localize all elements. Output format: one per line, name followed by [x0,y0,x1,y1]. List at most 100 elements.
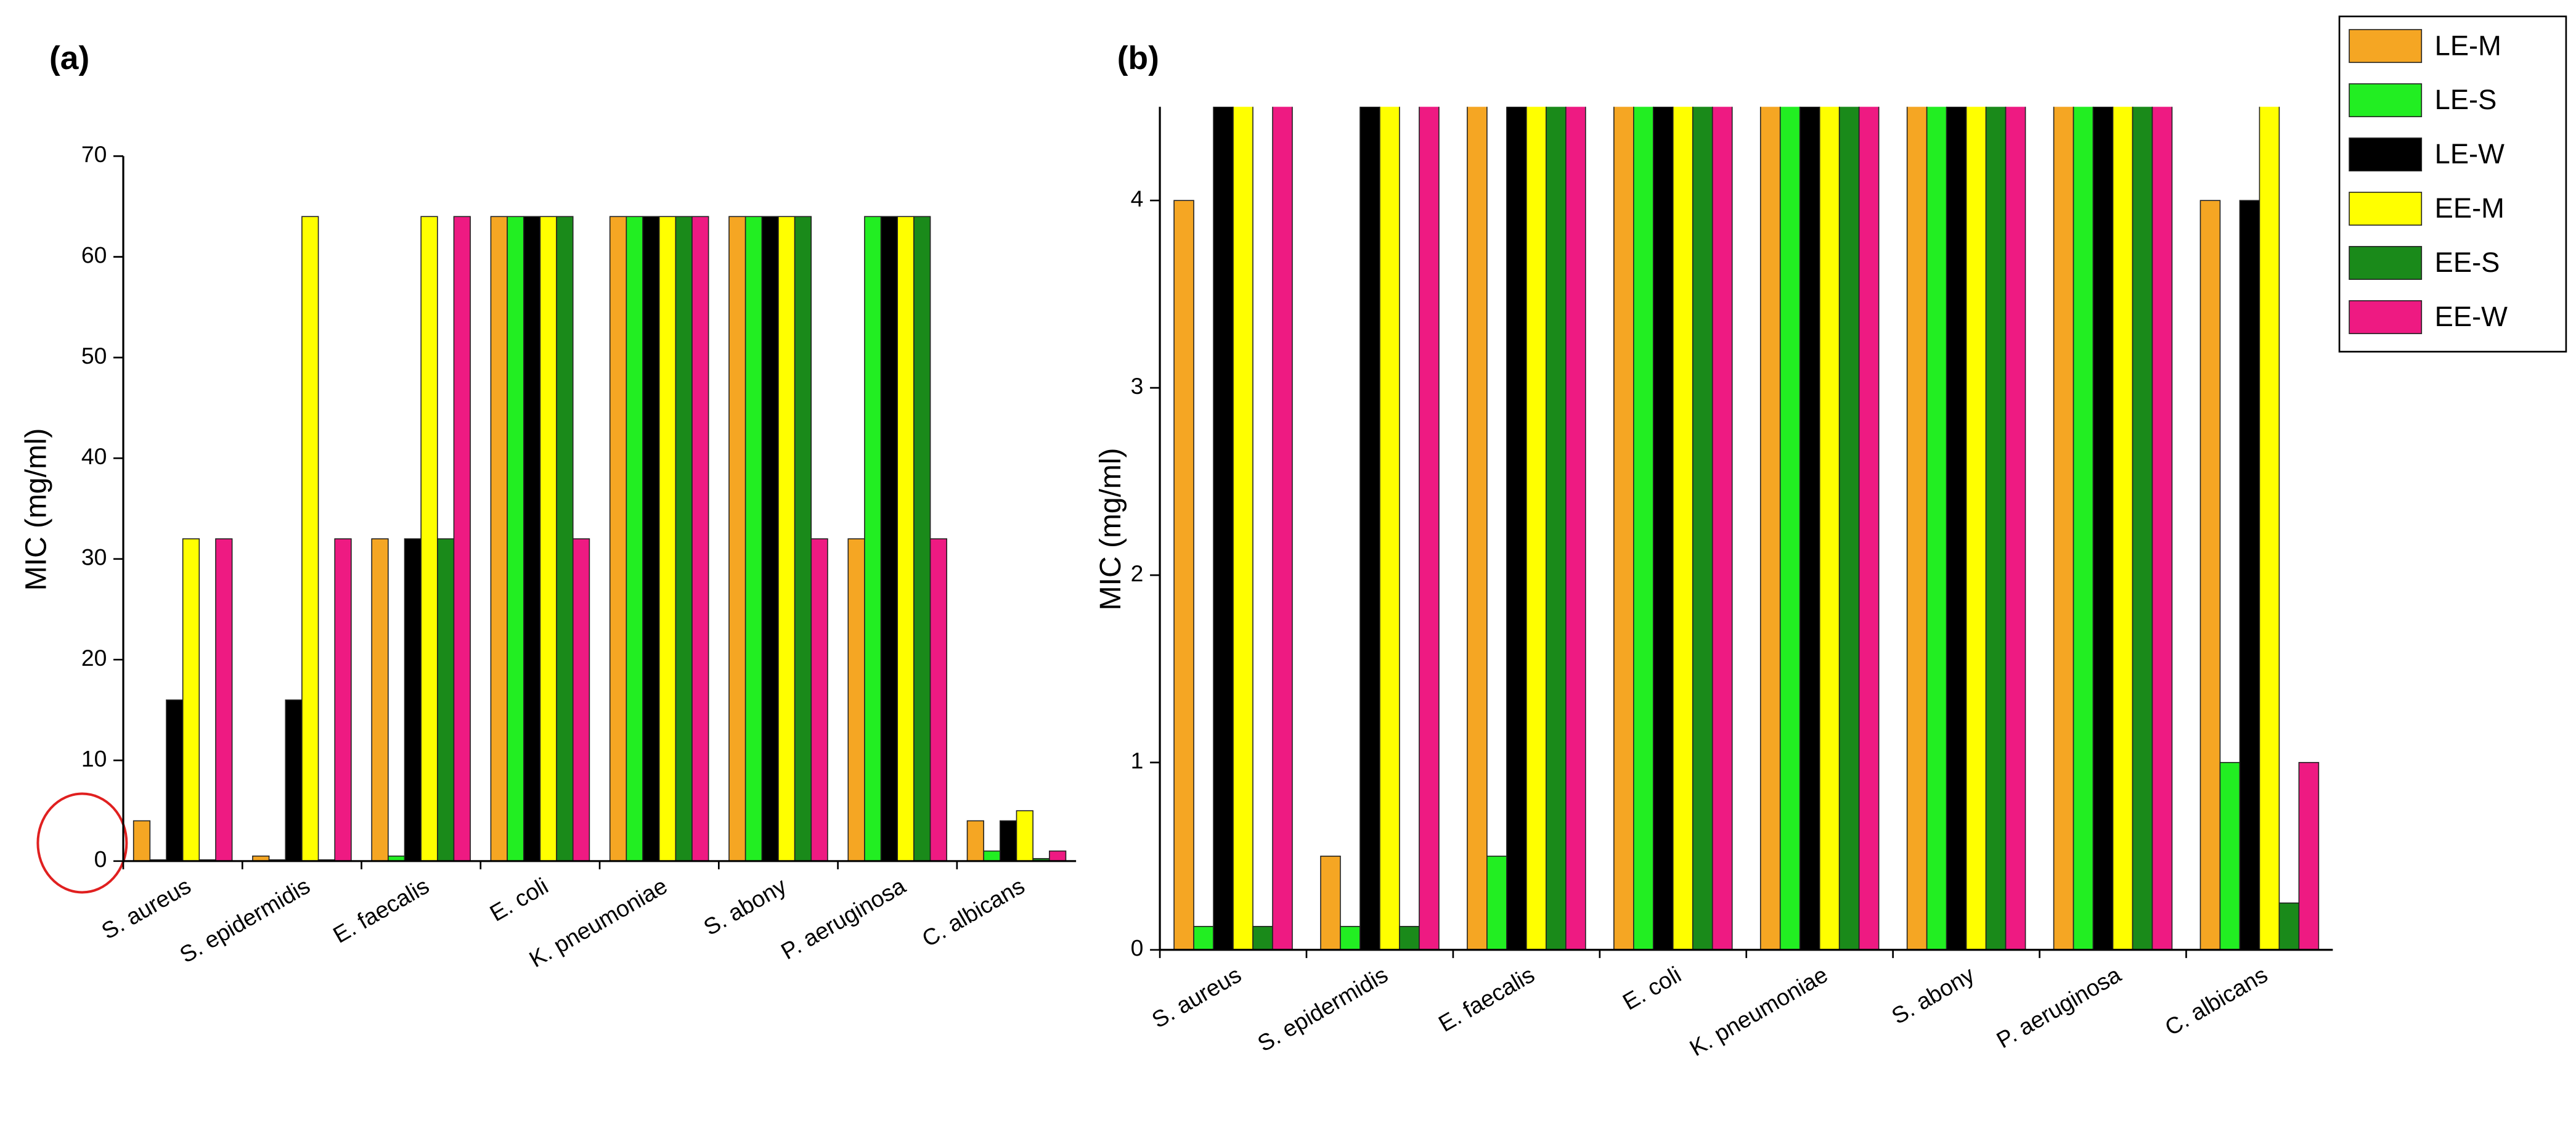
bar [1613,107,1634,951]
bar [1906,107,1928,951]
bar [285,699,303,862]
bar [847,538,865,862]
legend-swatch [2349,83,2423,118]
bar [1838,107,1860,951]
bar [1016,810,1033,862]
bar [1965,107,1987,951]
y-tick-label: 3 [1131,373,1144,399]
bar [1399,925,1420,951]
legend-box [2338,15,2567,353]
bar [897,216,915,862]
bar [2151,107,2173,951]
bar [658,216,677,862]
x-tick-label: K. pneumoniae [1685,961,1832,1061]
bar [166,699,184,862]
bar [675,216,693,862]
bar [371,538,389,862]
x-tick-label: S. epidermidis [175,872,314,968]
y-tick-label: 10 [81,745,107,771]
bar [1000,820,1017,862]
bar [1565,107,1586,951]
y-tick-label: 70 [81,141,107,167]
y-tick-label: 50 [81,343,107,369]
legend-swatch [2349,29,2423,63]
plot-area [132,216,1067,862]
legend-swatch [2349,192,2423,226]
bar [1213,107,1234,951]
y-tick-label: 1 [1131,748,1144,774]
y-tick-label: 20 [81,645,107,671]
bar [1632,107,1654,951]
x-tick-label: E. faecalis [328,872,433,948]
bar [490,216,508,862]
bar [1272,107,1293,951]
x-tick-label: C. albicans [2161,961,2272,1041]
bar [1252,925,1273,951]
bar [2005,107,2026,951]
bar [1946,107,1967,951]
bar [2053,107,2074,951]
bar [1193,925,1214,951]
bar [913,216,931,862]
highlight-circle [36,792,128,894]
y-tick-label: 40 [81,443,107,469]
bar [1692,107,1713,951]
bar [929,538,947,862]
y-tick-label: 30 [81,544,107,570]
bar [966,820,984,862]
x-tick-label: C. albicans [918,872,1029,952]
bar [1985,107,2007,951]
bar [556,216,574,862]
y-axis-title: MIC (mg/ml) [20,428,53,591]
bar [761,216,779,862]
panel-label: (a) [49,40,89,76]
bar [1779,107,1801,951]
bar [215,538,233,862]
legend-label: LE-W [2435,138,2505,170]
bar [1799,107,1820,951]
plot-area [1173,107,2320,951]
y-axis-title: MIC (mg/ml) [1094,448,1127,610]
bar [728,216,746,862]
bar [1759,107,1781,951]
x-tick-label: S. abony [699,872,791,940]
bar [1858,107,1880,951]
x-tick-label: P. aeruginosa [1992,961,2125,1053]
x-tick-label: E. faecalis [1434,961,1539,1036]
bar [810,538,828,862]
bar [1340,925,1361,951]
bar [691,216,709,862]
bar [778,216,796,862]
bar [794,216,812,862]
x-tick-label: S. aureus [97,872,195,944]
bar [523,216,541,862]
legend-swatch [2349,300,2423,334]
bar [642,216,660,862]
y-tick-label: 4 [1131,186,1144,211]
bar [2112,107,2134,951]
bar [420,216,438,862]
bar [2278,903,2300,951]
x-tick-label: E. coli [485,872,552,926]
legend-swatch [2349,246,2423,280]
bar [132,820,151,862]
legend-label: LE-S [2435,84,2497,115]
bar [437,538,455,862]
y-tick-label: 2 [1131,560,1144,586]
legend-label: LE-M [2435,30,2501,61]
bar [1359,107,1380,951]
bar [1049,850,1067,862]
bar [1419,107,1440,951]
bar [1379,107,1400,951]
bar [334,538,352,862]
x-tick-label: S. aureus [1147,961,1245,1033]
legend-swatch [2349,137,2423,172]
bar [404,538,422,862]
bar [626,216,643,862]
y-tick-label: 60 [81,242,107,268]
x-tick-label: P. aeruginosa [776,872,910,964]
x-tick-label: S. epidermidis [1253,961,1392,1057]
bar [983,850,1001,862]
bar [2298,762,2320,951]
